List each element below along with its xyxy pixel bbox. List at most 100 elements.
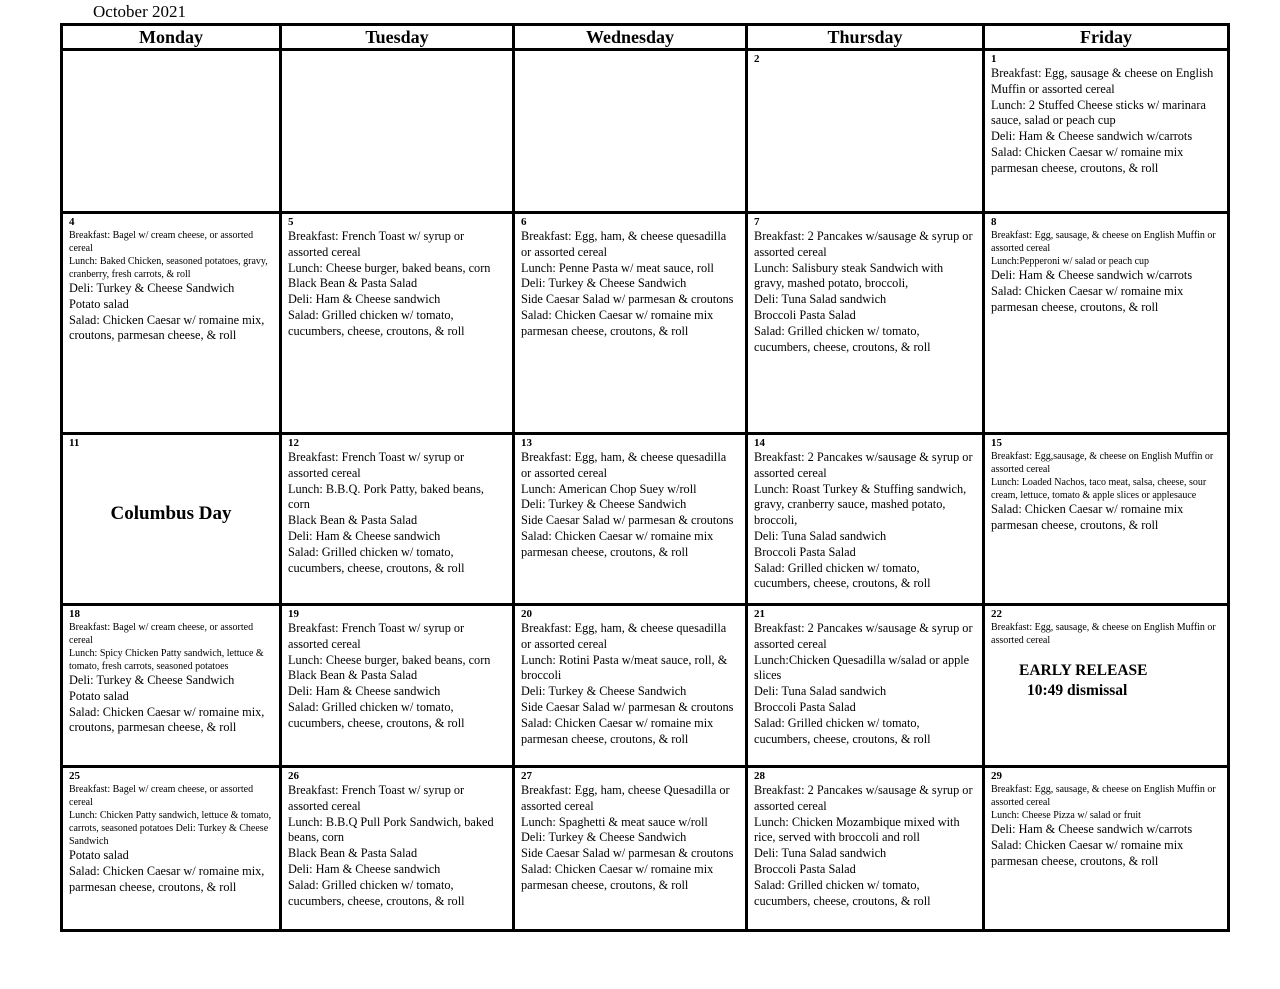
menu-item: Breakfast: Egg,sausage, & cheese on Engl… (991, 451, 1214, 475)
day-cell: 14 Breakfast: 2 Pancakes w/sausage & syru… (745, 432, 985, 606)
day-cell: 4 Breakfast: Bagel w/ cream cheese, or as… (60, 211, 282, 435)
day-cell: 2 (745, 48, 985, 214)
notice-line: 10:49 dismissal (1027, 682, 1128, 699)
menu-item: Salad: Grilled chicken w/ tomato, cucumb… (754, 715, 931, 746)
menu-item: Lunch: Spaghetti & meat sauce w/roll (521, 814, 708, 829)
menu-item: Salad: Grilled chicken w/ tomato, cucumb… (288, 544, 465, 575)
menu-item: Breakfast: 2 Pancakes w/sausage & syrup … (754, 621, 973, 651)
menu-item: Salad: Grilled chicken w/ tomato, cucumb… (288, 699, 465, 730)
date-number: 13 (521, 437, 532, 449)
menu-item: Breakfast: French Toast w/ syrup or asso… (288, 621, 465, 651)
menu-item: Deli: Turkey & Cheese Sandwich (521, 497, 687, 512)
menu-item: Side Caesar Salad w/ parmesan & croutons (521, 846, 734, 861)
menu-item: Lunch: Chicken Mozambique mixed with ric… (754, 814, 960, 845)
menu-item: Side Caesar Salad w/ parmesan & croutons (521, 699, 734, 714)
menu-item: Lunch: Cheese Pizza w/ salad or fruit (991, 810, 1141, 821)
day-cell: 26 Breakfast: French Toast w/ syrup or as… (279, 765, 515, 932)
menu-item: Salad: Chicken Caesar w/ romaine mix, cr… (69, 704, 265, 735)
day-cell (512, 48, 748, 214)
menu-item: Salad: Chicken Caesar w/ romaine mix par… (991, 283, 1184, 314)
day-header: Wednesday (512, 23, 748, 51)
day-cell: 27 Breakfast: Egg, ham, cheese Quesadilla… (512, 765, 748, 932)
day-header: Monday (60, 23, 282, 51)
menu-item: Salad: Chicken Caesar w/ romaine mix, pa… (69, 863, 265, 894)
menu-item: Salad: Chicken Caesar w/ romaine mix par… (521, 528, 714, 559)
date-number: 11 (69, 437, 80, 449)
menu-item: Salad: Chicken Caesar w/ romaine mix par… (521, 715, 714, 746)
date-number: 25 (69, 770, 80, 782)
date-number: 6 (521, 216, 527, 228)
day-cell: 5 Breakfast: French Toast w/ syrup or ass… (279, 211, 515, 435)
menu-item: Lunch: Chicken Patty sandwich, lettuce &… (69, 810, 272, 847)
menu-item: Salad: Grilled chicken w/ tomato, cucumb… (288, 877, 465, 908)
menu-item: Black Bean & Pasta Salad (288, 846, 418, 861)
date-number: 29 (991, 770, 1002, 782)
menu-item: Broccoli Pasta Salad (754, 544, 856, 559)
menu-item: Lunch: B.B.Q. Pork Patty, baked beans, c… (288, 481, 484, 512)
date-number: 28 (754, 770, 765, 782)
menu-item: Broccoli Pasta Salad (754, 699, 856, 714)
menu-item: Lunch: Rotini Pasta w/meat sauce, roll, … (521, 652, 728, 683)
menu-item: Deli: Ham & Cheese sandwich w/carrots (991, 129, 1193, 144)
menu-item: Lunch: Loaded Nachos, taco meat, salsa, … (991, 477, 1207, 501)
day-cell: 19 Breakfast: French Toast w/ syrup or as… (279, 603, 515, 768)
menu-item: Breakfast: Egg, ham, & cheese quesadilla… (521, 229, 727, 259)
menu-item: Black Bean & Pasta Salad (288, 513, 418, 528)
menu-item: Deli: Ham & Cheese sandwich (288, 528, 441, 543)
day-cell: 1 Breakfast: Egg, sausage & cheese on Eng… (982, 48, 1230, 214)
day-cell: 29 Breakfast: Egg, sausage, & cheese on E… (982, 765, 1230, 932)
menu-item: Lunch: 2 Stuffed Cheese sticks w/ marina… (991, 97, 1206, 128)
menu-item: Deli: Turkey & Cheese Sandwich (521, 276, 687, 291)
menu-item: Breakfast: Egg, sausage & cheese on Engl… (991, 66, 1214, 96)
menu-item: Lunch: Roast Turkey & Stuffing sandwich,… (754, 481, 967, 528)
day-cell: 13 Breakfast: Egg, ham, & cheese quesadil… (512, 432, 748, 606)
week-row: 11 Columbus Day 12 Breakfast: French Toast … (60, 432, 1230, 606)
menu-item: Potato salad (69, 848, 129, 862)
day-cell: 12 Breakfast: French Toast w/ syrup or as… (279, 432, 515, 606)
day-cell: 18 Breakfast: Bagel w/ cream cheese, or a… (60, 603, 282, 768)
day-cell: 20 Breakfast: Egg, ham, & cheese quesadil… (512, 603, 748, 768)
menu-item: Lunch:Chicken Quesadilla w/salad or appl… (754, 652, 970, 683)
menu-item: Lunch: Penne Pasta w/ meat sauce, roll (521, 260, 714, 275)
menu-item: Salad: Grilled chicken w/ tomato, cucumb… (754, 560, 931, 591)
date-number: 26 (288, 770, 299, 782)
menu-item: Breakfast: French Toast w/ syrup or asso… (288, 450, 465, 480)
menu-item: Deli: Tuna Salad sandwich (754, 684, 887, 699)
menu-item: Breakfast: French Toast w/ syrup or asso… (288, 783, 465, 813)
day-cell: 28 Breakfast: 2 Pancakes w/sausage & syru… (745, 765, 985, 932)
week-row: 18 Breakfast: Bagel w/ cream cheese, or a… (60, 603, 1230, 768)
menu-item: Potato salad (69, 688, 129, 703)
menu-item: Lunch: Salisbury steak Sandwich with gra… (754, 260, 944, 291)
day-cell: 25 Breakfast: Bagel w/ cream cheese, or a… (60, 765, 282, 932)
date-number: 2 (754, 53, 760, 65)
menu-item: Breakfast: 2 Pancakes w/sausage & syrup … (754, 450, 973, 480)
menu-item: Salad: Grilled chicken w/ tomato, cucumb… (754, 877, 931, 908)
menu-item: Black Bean & Pasta Salad (288, 276, 418, 291)
date-number: 15 (991, 437, 1002, 449)
menu-item: Deli: Turkey & Cheese Sandwich (69, 673, 235, 687)
day-header: Thursday (745, 23, 985, 51)
menu-item: Breakfast: Bagel w/ cream cheese, or ass… (69, 784, 254, 808)
week-row: 4 Breakfast: Bagel w/ cream cheese, or as… (60, 211, 1230, 435)
menu-item: Salad: Chicken Caesar w/ romaine mix par… (991, 502, 1184, 532)
menu-item: Deli: Ham & Cheese sandwich w/carrots (991, 822, 1193, 836)
calendar-title: October 2021 (93, 2, 187, 21)
day-cell: 21 Breakfast: 2 Pancakes w/sausage & syru… (745, 603, 985, 768)
menu-item: Deli: Turkey & Cheese Sandwich (521, 830, 687, 845)
holiday: Columbus Day (110, 503, 232, 524)
menu-item: Salad: Chicken Caesar w/ romaine mix par… (991, 144, 1184, 175)
menu-item: Deli: Ham & Cheese sandwich (288, 684, 441, 699)
notice: EARLY RELEASE 10:49 dismissal (991, 661, 1221, 701)
menu-item: Salad: Chicken Caesar w/ romaine mix par… (521, 861, 714, 892)
menu-item: Salad: Chicken Caesar w/ romaine mix par… (991, 837, 1184, 868)
menu-item: Deli: Ham & Cheese sandwich (288, 861, 441, 876)
menu-item: Breakfast: Egg, sausage, & cheese on Eng… (991, 622, 1216, 646)
menu-item: Deli: Tuna Salad sandwich (754, 528, 887, 543)
menu-item: Lunch:Pepperoni w/ salad or peach cup (991, 256, 1150, 267)
menu-item: Lunch: B.B.Q Pull Pork Sandwich, baked b… (288, 814, 494, 845)
date-number: 4 (69, 216, 75, 228)
menu-item: Black Bean & Pasta Salad (288, 668, 418, 683)
date-number: 19 (288, 608, 299, 620)
